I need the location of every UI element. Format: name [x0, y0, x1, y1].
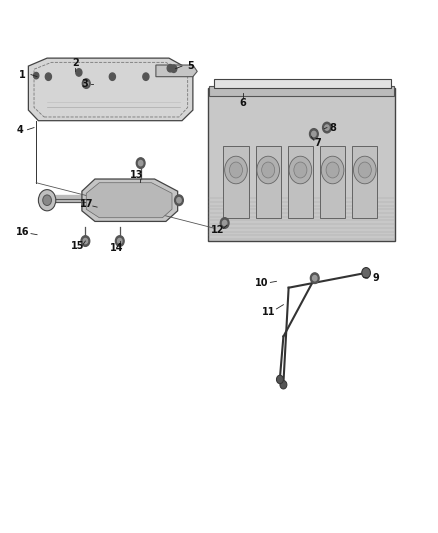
Text: 5: 5 [187, 61, 194, 71]
Circle shape [325, 125, 329, 130]
Circle shape [312, 131, 316, 136]
Circle shape [43, 195, 51, 206]
Polygon shape [82, 179, 178, 221]
Circle shape [167, 64, 173, 72]
Text: 10: 10 [255, 278, 268, 288]
Circle shape [289, 156, 312, 184]
Circle shape [84, 81, 88, 86]
Polygon shape [156, 65, 197, 77]
Text: 13: 13 [130, 171, 143, 180]
Circle shape [276, 375, 283, 384]
Circle shape [280, 381, 287, 389]
Circle shape [76, 69, 82, 76]
Circle shape [294, 162, 307, 178]
Bar [223, 146, 249, 217]
Text: 8: 8 [329, 123, 336, 133]
Circle shape [177, 198, 181, 203]
Circle shape [83, 238, 88, 244]
Circle shape [223, 220, 227, 225]
Circle shape [257, 156, 279, 184]
Circle shape [138, 160, 143, 166]
Bar [320, 146, 345, 217]
Circle shape [358, 162, 371, 178]
Circle shape [310, 128, 318, 139]
Bar [352, 146, 378, 217]
Circle shape [230, 162, 243, 178]
Text: 6: 6 [240, 98, 246, 108]
Polygon shape [86, 183, 172, 217]
Circle shape [261, 162, 275, 178]
Polygon shape [28, 58, 193, 120]
Text: 15: 15 [71, 241, 84, 252]
Text: 9: 9 [372, 273, 379, 283]
Circle shape [220, 217, 229, 228]
Text: 1: 1 [19, 70, 26, 79]
Circle shape [311, 273, 319, 284]
Circle shape [116, 236, 124, 246]
Circle shape [34, 72, 39, 79]
Text: 7: 7 [315, 139, 321, 149]
Circle shape [171, 65, 177, 72]
Text: 14: 14 [110, 243, 124, 253]
Circle shape [117, 238, 122, 244]
Circle shape [322, 122, 331, 133]
Circle shape [81, 236, 90, 246]
Bar [209, 86, 394, 96]
Text: 4: 4 [16, 125, 23, 135]
Text: 11: 11 [262, 306, 276, 317]
Circle shape [143, 73, 149, 80]
Circle shape [313, 276, 317, 281]
Text: 17: 17 [80, 199, 93, 209]
Circle shape [353, 156, 376, 184]
Circle shape [39, 190, 56, 211]
Circle shape [82, 79, 90, 88]
Circle shape [175, 195, 184, 206]
Circle shape [326, 162, 339, 178]
Circle shape [225, 156, 247, 184]
Circle shape [110, 73, 116, 80]
Text: 16: 16 [15, 227, 29, 237]
Text: 3: 3 [81, 78, 88, 88]
Circle shape [136, 158, 145, 168]
Bar [208, 88, 395, 241]
Text: 2: 2 [72, 59, 79, 68]
Polygon shape [214, 79, 391, 88]
Text: 12: 12 [212, 225, 225, 236]
Bar [255, 146, 281, 217]
Circle shape [46, 73, 51, 80]
Circle shape [362, 268, 371, 278]
Circle shape [321, 156, 344, 184]
Bar [288, 146, 313, 217]
